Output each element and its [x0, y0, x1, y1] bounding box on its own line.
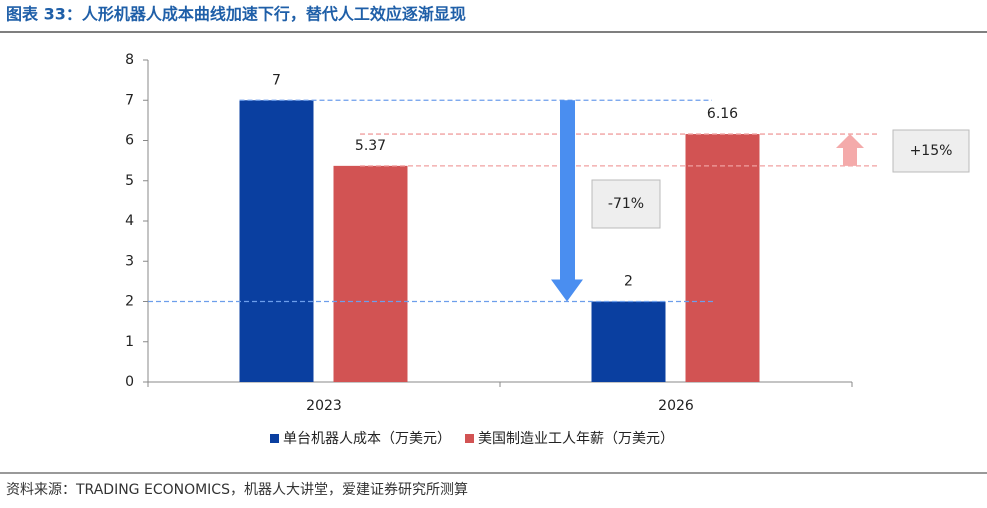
legend-swatch — [465, 434, 474, 443]
y-tick-label: 1 — [125, 334, 134, 350]
bar — [591, 301, 666, 382]
y-tick-label: 6 — [125, 133, 134, 149]
annotation: +15% — [910, 143, 953, 159]
data-label: 5.37 — [355, 138, 386, 154]
y-tick-label: 5 — [125, 173, 134, 189]
bar — [239, 100, 314, 382]
x-tick-label: 2026 — [658, 398, 694, 414]
data-label: 2 — [624, 274, 633, 290]
chart-title: 图表 33：人形机器人成本曲线加速下行，替代人工效应逐渐显现 — [6, 5, 466, 24]
legend-label: 单台机器人成本（万美元） — [283, 431, 451, 447]
y-tick-label: 4 — [125, 213, 134, 229]
data-label: 7 — [272, 72, 281, 88]
y-tick-label: 0 — [125, 374, 134, 390]
annotation: -71% — [608, 196, 644, 212]
annotation-box — [892, 129, 970, 173]
data-label: 6.16 — [707, 106, 738, 122]
legend-swatch — [270, 434, 279, 443]
bar — [685, 134, 760, 382]
y-tick-label: 3 — [125, 253, 134, 269]
annotation-box — [591, 179, 661, 229]
x-tick-label: 2023 — [306, 398, 342, 414]
legend-label: 美国制造业工人年薪（万美元） — [478, 431, 674, 447]
y-tick-label: 7 — [125, 92, 134, 108]
bar — [333, 165, 408, 382]
y-tick-label: 8 — [125, 52, 134, 68]
y-tick-label: 2 — [125, 294, 134, 310]
arrow — [836, 134, 864, 166]
source: 资料来源：TRADING ECONOMICS，机器人大讲堂，爱建证券研究所测算 — [6, 482, 468, 498]
arrow — [551, 100, 583, 302]
